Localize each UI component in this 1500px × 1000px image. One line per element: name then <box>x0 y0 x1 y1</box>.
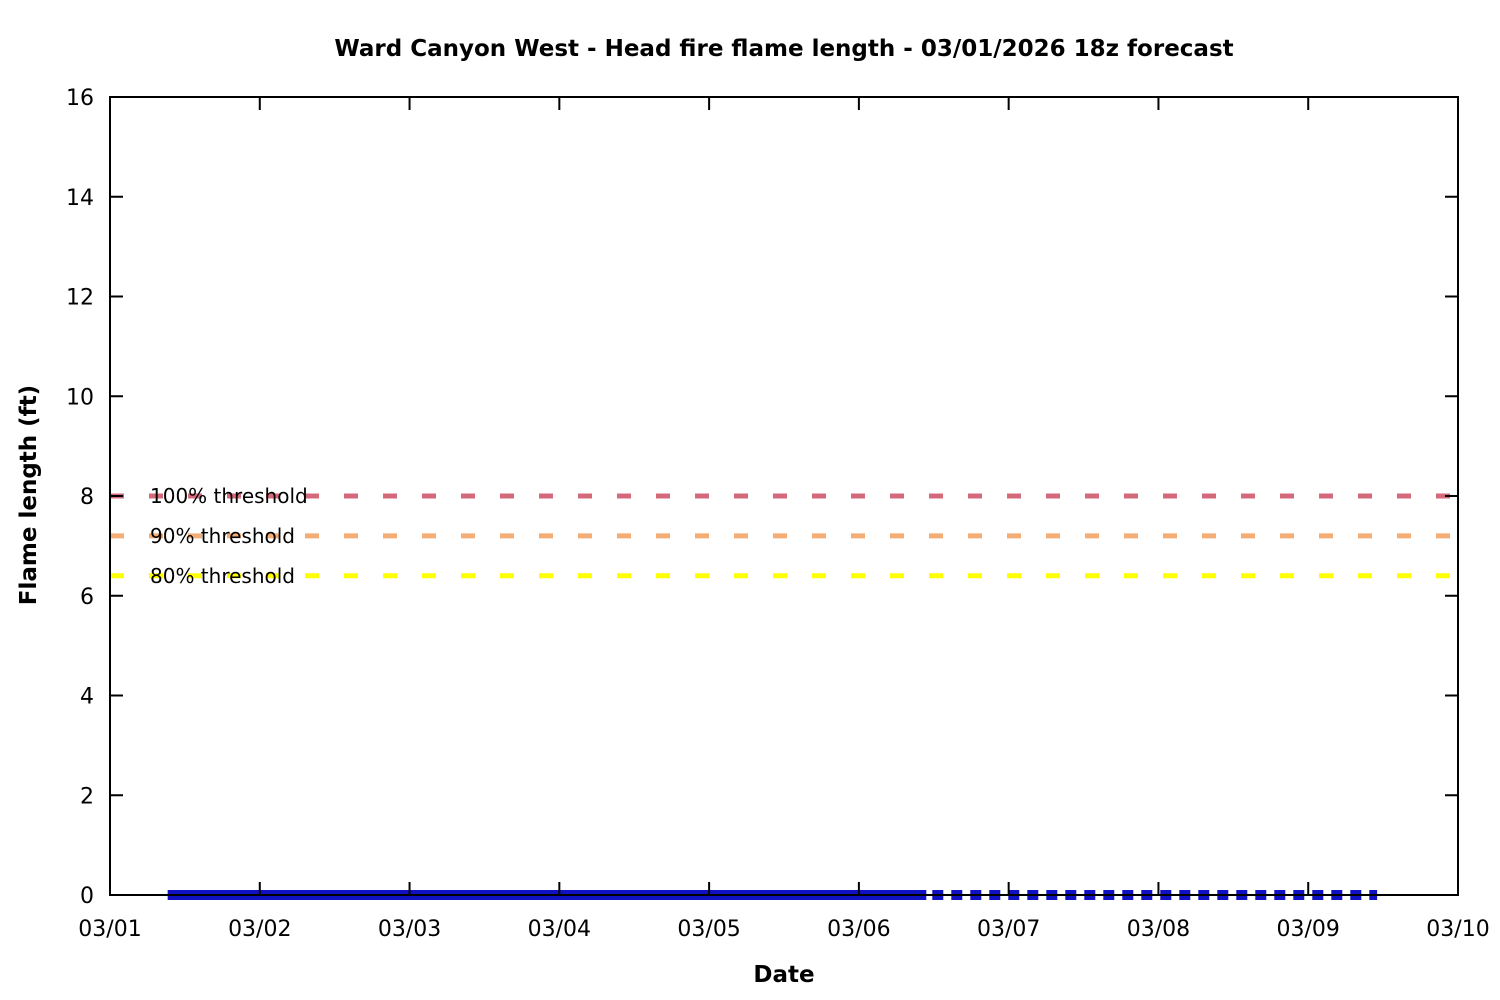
y-axis-title: Flame length (ft) <box>16 384 42 606</box>
x-tick-label: 03/05 <box>677 917 740 942</box>
x-tick-label: 03/02 <box>228 917 291 942</box>
x-tick-label: 03/09 <box>1277 917 1340 942</box>
plot-frame <box>109 96 1459 896</box>
y-tick-label: 0 <box>80 884 94 909</box>
x-tick-label: 03/06 <box>827 917 890 942</box>
x-tick-label: 03/04 <box>528 917 591 942</box>
threshold-label-80pct: 80% threshold <box>150 564 295 588</box>
y-tick-label: 4 <box>80 685 94 710</box>
chart-title: Ward Canyon West - Head fire flame lengt… <box>334 36 1234 62</box>
y-tick-label: 10 <box>66 385 94 410</box>
x-tick-label: 03/10 <box>1426 917 1489 942</box>
threshold-label-100pct: 100% threshold <box>150 484 308 508</box>
threshold-label-90pct: 90% threshold <box>150 524 295 548</box>
x-axis-title: Date <box>753 962 815 988</box>
x-tick-label: 03/03 <box>378 917 441 942</box>
y-tick-label: 14 <box>66 186 94 211</box>
y-tick-label: 6 <box>80 585 94 610</box>
x-tick-label: 03/07 <box>977 917 1040 942</box>
x-tick-label: 03/08 <box>1127 917 1190 942</box>
y-tick-label: 12 <box>66 286 94 311</box>
y-tick-label: 16 <box>66 86 94 111</box>
y-tick-label: 8 <box>80 485 94 510</box>
x-tick-label: 03/01 <box>78 917 141 942</box>
y-tick-label: 2 <box>80 784 94 809</box>
